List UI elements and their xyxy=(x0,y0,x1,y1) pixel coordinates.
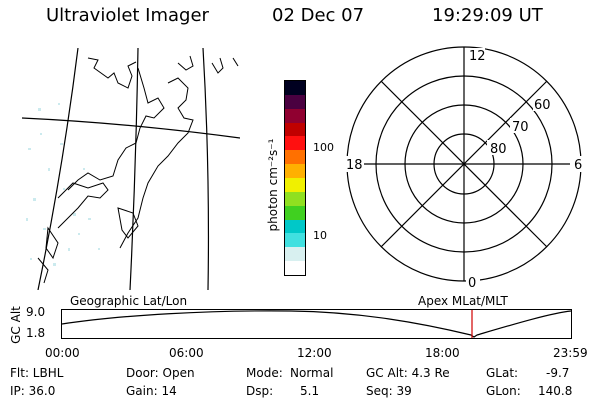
door-status: Door: Open xyxy=(126,366,195,380)
colorbar-segment xyxy=(285,150,305,165)
mlt-label-18: 18 xyxy=(346,158,363,173)
colorbar-segment xyxy=(285,205,305,220)
colorbar-segment xyxy=(285,177,305,192)
colorbar xyxy=(284,80,306,276)
colorbar-segment xyxy=(285,136,305,151)
mlt-label-0: 0 xyxy=(468,276,476,290)
colorbar-unit-label: photon cm⁻²s⁻¹ xyxy=(266,138,280,232)
colorbar-segment xyxy=(285,122,305,137)
colorbar-segment xyxy=(285,108,305,123)
colorbar-segment xyxy=(285,94,305,109)
colorbar-segment xyxy=(285,233,305,248)
colorbar-segment xyxy=(285,191,305,206)
x-tick-1800: 18:00 xyxy=(425,346,460,360)
x-tick-0000: 00:00 xyxy=(45,346,80,360)
mlat-label-60: 60 xyxy=(534,98,551,113)
colorbar-segment xyxy=(285,164,305,178)
time-label: 19:29:09 UT xyxy=(432,5,543,26)
colorbar-segment xyxy=(285,247,305,262)
mlat-label-70: 70 xyxy=(512,120,529,135)
mode-value: Normal xyxy=(290,366,334,380)
altitude-axis-label: GC Alt xyxy=(9,306,23,344)
coastlines xyxy=(37,55,239,284)
mode-label: Mode: xyxy=(246,366,283,380)
colorbar-segment xyxy=(285,219,305,234)
x-tick-0600: 06:00 xyxy=(169,346,204,360)
glon-value: 140.8 xyxy=(538,384,573,398)
mlt-diagonal xyxy=(380,80,548,248)
glat-value: -9.7 xyxy=(546,366,570,380)
ip-status: IP: 36.0 xyxy=(10,384,56,398)
dsp-label: Dsp: xyxy=(246,384,274,398)
colorbar-segment xyxy=(285,261,305,275)
glat-label: GLat: xyxy=(486,366,519,380)
gc-alt-status: GC Alt: 4.3 Re xyxy=(366,366,450,380)
altitude-plot xyxy=(61,309,572,339)
colorbar-segment xyxy=(285,80,305,95)
glon-label: GLon: xyxy=(486,384,521,398)
filter-status: Flt: LBHL xyxy=(10,366,64,380)
x-tick-2359: 23:59 xyxy=(553,346,588,360)
seq-status: Seq: 39 xyxy=(366,384,412,398)
latitude-line xyxy=(21,117,240,139)
date-label: 02 Dec 07 xyxy=(272,5,365,26)
altitude-curve xyxy=(61,310,572,338)
instrument-title: Ultraviolet Imager xyxy=(46,5,209,26)
polar-plot: 12 18 6 0 60 70 80 xyxy=(342,46,584,290)
gain-status: Gain: 14 xyxy=(126,384,177,398)
meridian-line xyxy=(129,48,139,290)
colorbar-tick-100: 100 xyxy=(313,141,334,154)
mlat-label-80: 80 xyxy=(490,142,507,157)
altitude-y-max: 9.0 xyxy=(26,305,46,319)
meridian-line xyxy=(202,48,210,290)
mlt-label-12: 12 xyxy=(469,49,486,64)
aurora-speckles xyxy=(26,103,100,266)
meridian-line xyxy=(37,48,79,290)
geographic-map xyxy=(21,48,240,290)
colorbar-tick-10: 10 xyxy=(313,229,327,242)
dsp-value: 5.1 xyxy=(300,384,320,398)
x-tick-1200: 12:00 xyxy=(297,346,332,360)
altitude-y-min: 1.8 xyxy=(26,326,46,340)
mlt-label-6: 6 xyxy=(574,158,582,173)
geo-map-caption: Geographic Lat/Lon xyxy=(70,294,188,308)
polar-plot-caption: Apex MLat/MLT xyxy=(418,294,508,308)
